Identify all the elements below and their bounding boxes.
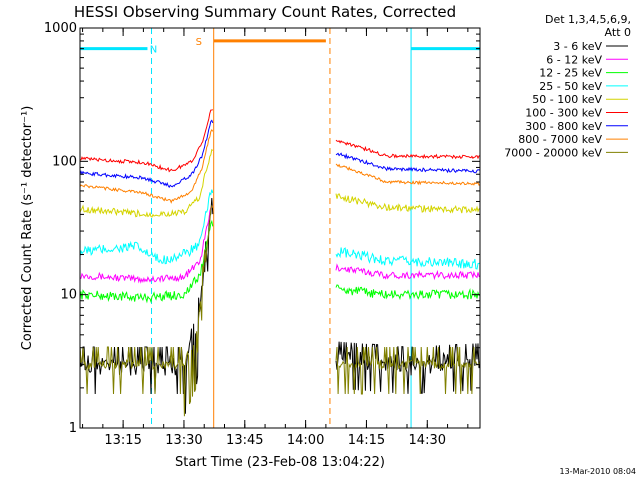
legend-label-8: 800 - 7000 keV [518, 133, 602, 146]
status-bars: NS [80, 37, 480, 56]
plot-frame [79, 27, 481, 429]
series-lines [79, 109, 481, 417]
x-axis-label: Start Time (23-Feb-08 13:04:22) [175, 455, 385, 470]
x-tick-label-1400: 14:00 [287, 433, 324, 448]
x-tick-label-1315: 13:15 [104, 433, 141, 448]
series-line-1-post [335, 341, 481, 394]
series-line-2-pre [79, 205, 214, 284]
series-line-8-pre [79, 128, 214, 204]
legend-title-line2: Att 0 [605, 26, 631, 39]
legend-label-2: 6 - 12 keV [546, 53, 602, 66]
x-tick-label-1415: 14:15 [348, 433, 385, 448]
y-tick-label-1: 1 [69, 421, 77, 436]
x-tick-label-1430: 14:30 [409, 433, 446, 448]
y-axis-label: Corrected Count Rate (s⁻¹ detector⁻¹) [20, 106, 35, 351]
legend-label-3: 12 - 25 keV [539, 67, 602, 80]
legend-label-9: 7000 - 20000 keV [504, 146, 602, 159]
series-line-2-post [335, 263, 481, 281]
series-line-6-post [335, 139, 481, 160]
y-tick-label-1000: 1000 [44, 21, 77, 36]
y-tick-label-100: 100 [52, 154, 77, 169]
status-label-S: S [196, 37, 202, 48]
series-line-4-post [335, 247, 481, 270]
legend-title-line1: Det 1,3,4,5,6,9, [545, 13, 631, 26]
footer-timestamp: 13-Mar-2010 08:04 [560, 467, 637, 476]
series-line-5-post [335, 193, 481, 214]
legend-label-7: 300 - 800 keV [525, 120, 602, 133]
series-line-9-post [335, 346, 481, 395]
x-tick-label-1345: 13:45 [226, 433, 263, 448]
y-axis-ticks: 1 10 100 1000 [44, 21, 480, 436]
series-line-1-pre [79, 197, 214, 414]
series-line-5-pre [79, 148, 214, 218]
legend-label-4: 25 - 50 keV [539, 80, 602, 93]
series-line-7-pre [79, 119, 214, 189]
series-line-3-post [335, 284, 481, 301]
series-line-9-pre [79, 204, 214, 417]
series-line-7-post [335, 152, 481, 174]
legend-label-1: 3 - 6 keV [553, 40, 602, 53]
legend-label-5: 50 - 100 keV [532, 93, 602, 106]
chart-title: HESSI Observing Summary Count Rates, Cor… [74, 3, 456, 21]
x-tick-label-1330: 13:30 [165, 433, 202, 448]
series-line-3-pre [79, 219, 214, 304]
y-tick-label-10: 10 [60, 288, 77, 303]
legend-label-6: 100 - 300 keV [525, 107, 602, 120]
x-axis-ticks: 13:15 13:30 13:45 14:00 14:15 14:30 [82, 28, 469, 448]
series-line-4-pre [79, 189, 214, 265]
series-line-6-pre [79, 109, 213, 173]
series-line-8-post [335, 163, 481, 186]
status-label-N: N [150, 45, 157, 56]
